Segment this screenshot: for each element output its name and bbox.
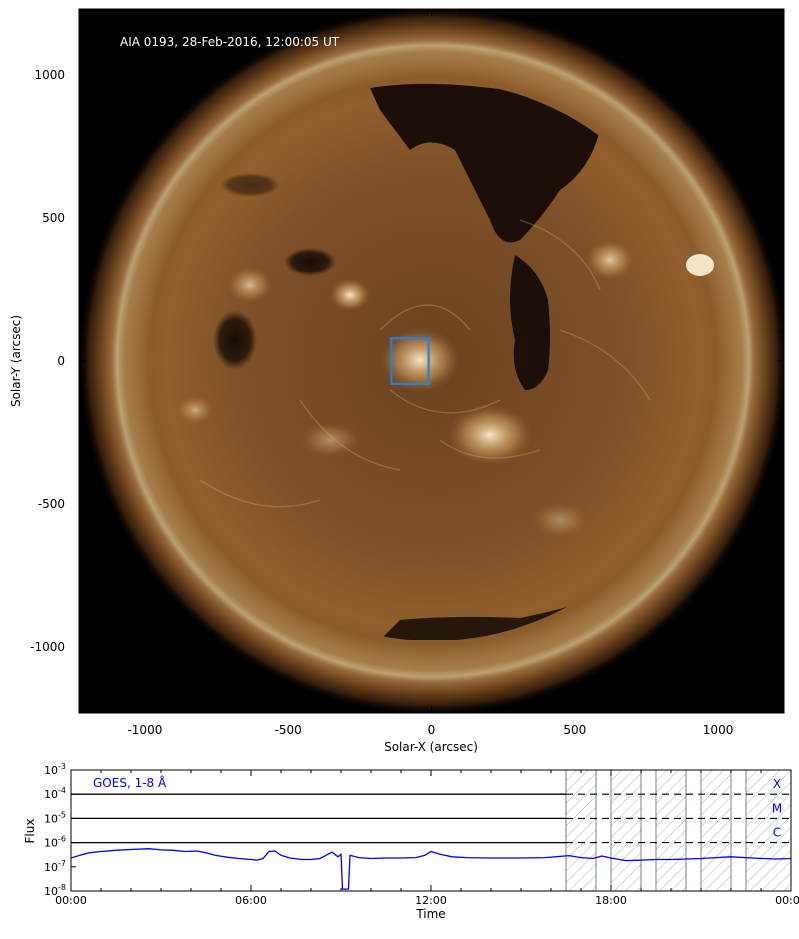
goes-y-tick-label: 10-6: [44, 835, 66, 850]
region-of-interest-box: [390, 337, 430, 385]
goes-x-tick-label: 18:00: [595, 894, 627, 907]
goes-flux-line: [71, 848, 791, 890]
goes-y-tick-label: 10-3: [44, 762, 66, 777]
solar-image-panel: AIA 0193, 28-Feb-2016, 12:00:05 UT -1000…: [9, 8, 785, 754]
shaded-interval: [655, 770, 687, 891]
y-axis-label: Solar-Y (arcsec): [9, 315, 23, 407]
goes-y-tick-label: 10-7: [44, 859, 66, 874]
y-tick-label: -500: [38, 497, 65, 511]
goes-legend: GOES, 1-8 Å: [93, 775, 167, 790]
flare-class-label: M: [772, 801, 782, 815]
sun-disk: [79, 9, 784, 713]
goes-y-tick-label: 10-8: [44, 883, 66, 898]
flare-class-label: X: [773, 777, 781, 791]
shaded-interval: [745, 770, 791, 891]
x-tick-label: -500: [275, 723, 302, 737]
goes-y-axis-label: Flux: [23, 819, 37, 844]
x-tick-label: 500: [563, 723, 586, 737]
flare-class-lines: XMC: [71, 777, 791, 844]
goes-panel: XMC 00:00 06:00 12:00 18:00 00:00 10-3 10-4 10-…: [23, 762, 799, 921]
shaded-interval: [565, 770, 597, 891]
x-axis-label: Solar-X (arcsec): [384, 740, 478, 754]
x-tick-label: 0: [428, 723, 436, 737]
goes-x-tick-label: 00:00: [55, 894, 87, 907]
goes-series: [71, 848, 791, 890]
goes-x-axis-label: Time: [415, 907, 445, 921]
y-tick-label: 500: [42, 211, 65, 225]
shaded-interval: [610, 770, 642, 891]
y-tick-label: 1000: [34, 68, 65, 82]
y-tick-label: -1000: [30, 640, 65, 654]
y-tick-label: 0: [57, 354, 65, 368]
image-annotation: AIA 0193, 28-Feb-2016, 12:00:05 UT: [120, 35, 340, 49]
goes-x-tick-label: 06:00: [235, 894, 267, 907]
image-axis-ticks: -1000 -500 0 500 1000 -1000 -500 0 500 1000: [30, 9, 784, 737]
shaded-intervals: [565, 770, 791, 891]
x-tick-label: -1000: [127, 723, 162, 737]
shaded-interval: [700, 770, 732, 891]
goes-y-tick-label: 10-5: [44, 810, 66, 825]
goes-x-tick-label: 00:00: [775, 894, 799, 907]
goes-axis-ticks: 00:00 06:00 12:00 18:00 00:00 10-3 10-4 10-5 10-…: [44, 762, 799, 907]
x-tick-label: 1000: [703, 723, 734, 737]
limb-bright-point: [686, 254, 714, 276]
goes-y-tick-label: 10-4: [44, 786, 66, 801]
goes-x-tick-label: 12:00: [415, 894, 447, 907]
flare-class-label: C: [773, 826, 781, 840]
